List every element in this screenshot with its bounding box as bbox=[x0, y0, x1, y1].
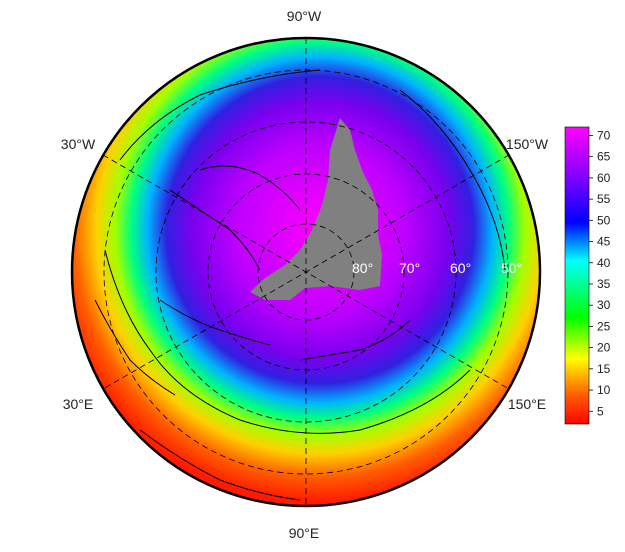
lat-label-70: 70° bbox=[399, 260, 420, 276]
lon-label-90e: 90°E bbox=[289, 525, 320, 541]
coastlines bbox=[94, 69, 506, 501]
colorbar-tick-label: 65 bbox=[597, 150, 611, 164]
colorbar-tick-label: 70 bbox=[597, 128, 611, 142]
colorbar bbox=[564, 126, 590, 425]
lat-label-60: 60° bbox=[450, 260, 471, 276]
colorbar-tick-label: 30 bbox=[597, 298, 611, 312]
colorbar-tick-label: 5 bbox=[597, 404, 604, 418]
colorbar-tick-label: 55 bbox=[597, 192, 611, 206]
lat-label-80: 80° bbox=[352, 260, 373, 276]
colorbar-tick-label: 25 bbox=[597, 319, 611, 333]
lon-label-90w: 90°W bbox=[287, 8, 322, 24]
data-field bbox=[72, 38, 540, 506]
greenland-mask bbox=[250, 118, 382, 300]
lon-label-30e: 30°E bbox=[63, 396, 94, 412]
map-boundary bbox=[70, 36, 542, 508]
colorbar-tick-label: 10 bbox=[597, 383, 611, 397]
graticule bbox=[102, 38, 510, 506]
colorbar-tick-label: 15 bbox=[597, 362, 611, 376]
lon-label-150e: 150°E bbox=[508, 396, 546, 412]
colorbar-tick-label: 40 bbox=[597, 256, 611, 270]
colorbar-tick-label: 35 bbox=[597, 277, 611, 291]
colorbar-tick-label: 60 bbox=[597, 171, 611, 185]
colorbar-tick-label: 20 bbox=[597, 341, 611, 355]
lat-label-50: 50° bbox=[501, 260, 522, 276]
lon-label-30w: 30°W bbox=[61, 136, 96, 152]
colorbar-ticks: 70 65 60 55 50 45 40 35 30 25 20 15 10 5 bbox=[589, 128, 611, 418]
colorbar-tick-label: 50 bbox=[597, 213, 611, 227]
colorbar-tick-label: 45 bbox=[597, 235, 611, 249]
lon-label-150w: 150°W bbox=[506, 136, 549, 152]
